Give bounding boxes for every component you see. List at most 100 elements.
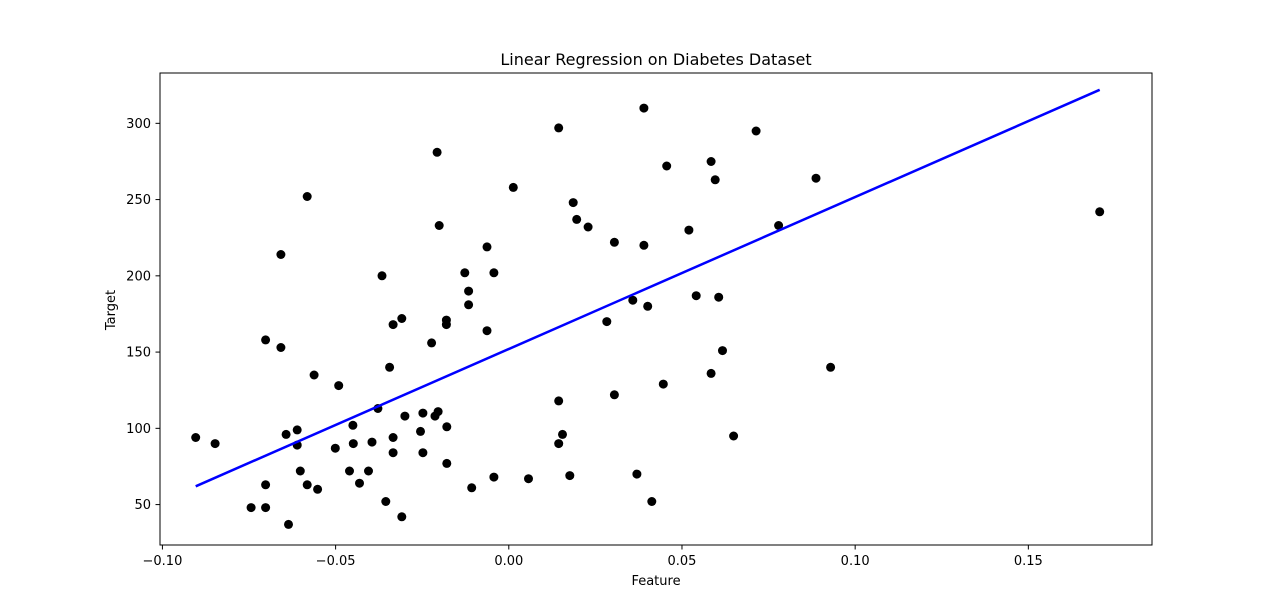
data-point	[568, 198, 578, 208]
data-point	[442, 458, 452, 468]
data-point	[441, 315, 451, 325]
data-point	[489, 472, 499, 482]
data-point	[628, 295, 638, 305]
regression-line	[195, 88, 1101, 488]
data-point	[558, 429, 567, 439]
x-tick-label: 0.10	[841, 554, 870, 569]
data-point	[583, 222, 593, 232]
x-tick-label: 0.00	[494, 554, 523, 569]
x-tick-label: 0.15	[1014, 554, 1043, 569]
regression-line-series	[195, 88, 1101, 488]
data-point	[482, 326, 492, 336]
data-point	[281, 429, 291, 439]
data-point	[706, 368, 716, 378]
data-point	[334, 381, 344, 391]
data-point	[554, 439, 564, 449]
data-point	[489, 268, 499, 278]
data-point	[388, 433, 398, 442]
data-point	[276, 250, 286, 259]
data-point	[467, 483, 477, 493]
data-point	[388, 320, 398, 330]
data-point	[554, 396, 564, 406]
y-axis-label: Target	[104, 290, 119, 331]
x-tick-label: −0.05	[316, 554, 356, 569]
data-point	[632, 469, 642, 479]
x-axis-ticks: −0.10 −0.05 0.00 0.05 0.10 0.15	[143, 545, 1043, 569]
y-tick-label: 100	[126, 422, 151, 437]
x-tick-label: 0.05	[668, 554, 697, 569]
chart-title: Linear Regression on Diabetes Dataset	[500, 50, 811, 69]
data-point	[609, 237, 619, 247]
data-point	[348, 439, 358, 449]
data-point	[442, 422, 452, 432]
data-point	[751, 126, 761, 136]
data-point	[729, 431, 739, 441]
data-point	[662, 161, 672, 171]
data-point	[302, 480, 312, 490]
data-point	[381, 497, 391, 506]
data-point	[565, 471, 575, 481]
data-point	[348, 420, 358, 430]
data-point	[602, 317, 612, 327]
data-point	[345, 466, 354, 476]
data-point	[418, 448, 428, 458]
data-point	[524, 474, 533, 484]
data-point	[210, 439, 220, 449]
y-axis-ticks: 50 100 150 200 250 300	[126, 117, 160, 513]
data-point	[433, 407, 443, 417]
data-point	[400, 411, 410, 421]
data-point	[246, 503, 256, 513]
data-point	[427, 338, 437, 348]
data-point	[276, 343, 286, 352]
data-point	[434, 221, 444, 230]
data-point	[609, 390, 619, 400]
data-point	[355, 478, 364, 488]
data-point	[418, 408, 428, 418]
data-point	[508, 182, 518, 192]
data-point	[292, 425, 302, 435]
data-point	[284, 519, 293, 529]
data-point	[684, 225, 694, 235]
data-point	[811, 173, 821, 183]
data-point	[385, 362, 395, 372]
x-tick-label: −0.10	[143, 554, 183, 569]
data-point	[774, 221, 784, 230]
data-point	[460, 268, 470, 278]
data-point	[718, 346, 727, 356]
data-point	[691, 291, 701, 301]
data-point	[826, 362, 836, 372]
data-point	[464, 300, 474, 310]
y-tick-label: 300	[126, 117, 151, 132]
data-point	[464, 286, 474, 296]
data-point	[482, 242, 492, 252]
data-point	[313, 484, 323, 494]
data-point	[658, 379, 668, 389]
data-point	[397, 314, 407, 323]
data-point	[1095, 207, 1105, 217]
data-point	[364, 466, 373, 476]
data-point	[261, 480, 271, 490]
data-point	[639, 240, 649, 250]
data-point	[377, 271, 387, 281]
y-tick-label: 200	[126, 269, 151, 284]
data-point	[643, 301, 653, 311]
data-point	[388, 448, 398, 458]
data-point	[639, 103, 649, 113]
data-point	[309, 370, 319, 380]
data-point	[710, 175, 720, 185]
data-point	[261, 503, 271, 513]
data-point	[330, 443, 340, 453]
data-point	[706, 157, 716, 166]
data-point	[302, 192, 312, 201]
data-point	[647, 497, 657, 506]
data-point	[554, 123, 564, 133]
y-tick-label: 50	[134, 498, 151, 513]
y-tick-label: 250	[126, 193, 151, 208]
data-point	[572, 214, 582, 224]
data-point	[295, 466, 305, 476]
scatter-series	[191, 103, 1105, 529]
data-point	[367, 437, 377, 447]
data-point	[714, 292, 724, 302]
y-tick-label: 150	[126, 346, 151, 361]
